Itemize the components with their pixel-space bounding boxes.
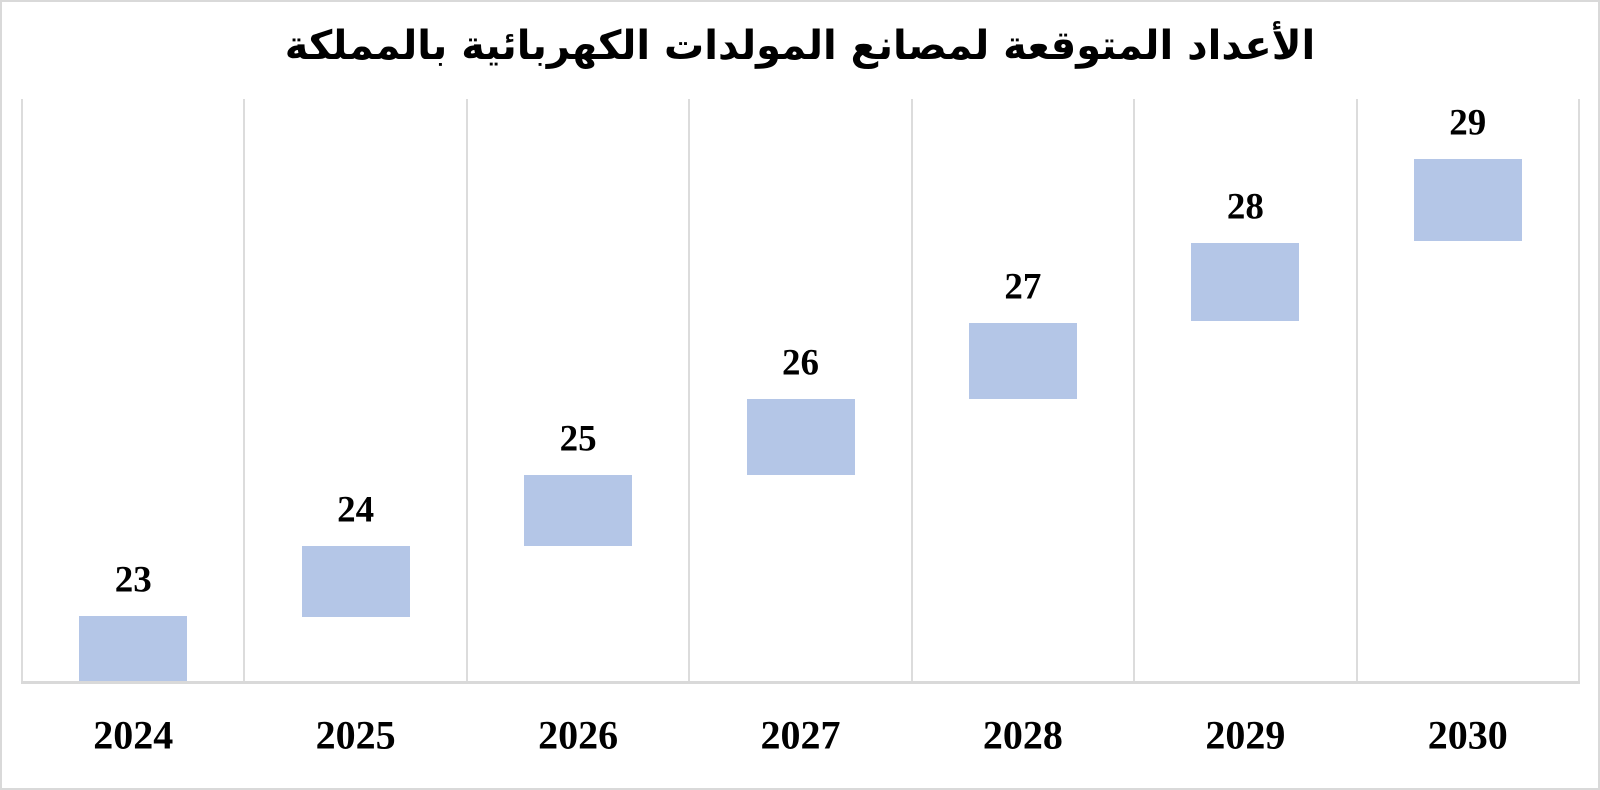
x-axis-label: 2026	[538, 712, 619, 758]
bar-value-label: 27	[1004, 266, 1042, 308]
gridline	[1133, 99, 1136, 683]
chart-title: الأعداد المتوقعة لمصانع المولدات الكهربا…	[284, 23, 1316, 69]
gridline	[688, 99, 691, 683]
x-axis-label: 2024	[93, 712, 174, 758]
bar-value-label: 28	[1226, 186, 1264, 228]
x-axis-label: 2027	[760, 712, 841, 758]
bar	[524, 475, 633, 546]
bar-value-label: 23	[114, 559, 152, 601]
bar-value-label: 25	[559, 418, 597, 460]
bar	[1191, 242, 1300, 322]
bar	[968, 322, 1077, 399]
gridline	[910, 99, 913, 683]
gridline	[1355, 99, 1358, 683]
gridline	[1578, 99, 1580, 683]
bar-value-label: 24	[337, 489, 375, 531]
gridline	[243, 99, 246, 683]
bar	[301, 545, 410, 617]
x-axis-label: 2028	[982, 712, 1063, 758]
gridline	[465, 99, 468, 683]
bar-value-label: 29	[1449, 102, 1487, 144]
bar-value-label: 26	[782, 342, 819, 384]
bar	[79, 615, 188, 683]
x-axis-line	[21, 681, 1580, 684]
gridline	[21, 99, 23, 683]
x-axis-label: 2030	[1427, 712, 1508, 758]
bar	[1413, 159, 1522, 242]
x-axis-label: 2029	[1205, 712, 1286, 758]
bar	[746, 398, 855, 476]
x-axis-label: 2025	[315, 712, 396, 758]
